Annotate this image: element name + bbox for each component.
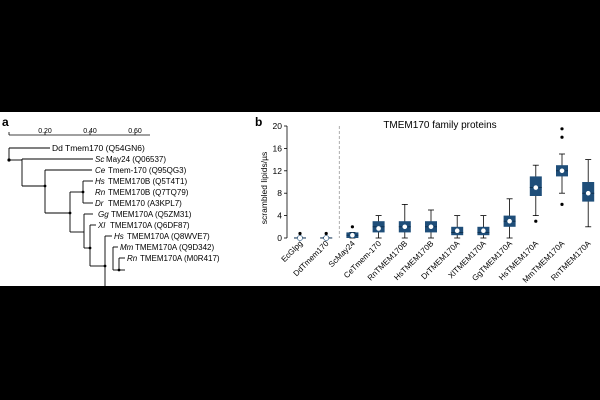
tree-leaf: Rn TMEM170A (M0R417) [127,254,220,263]
tree-leaf: Gg TMEM170A (Q5ZM31) [98,210,192,219]
leaf-name: Tmem170 (Q54GN6) [65,143,145,153]
mean-marker [559,167,565,174]
leaf-species: Gg [98,210,109,219]
box-DrTMEM170A [451,215,464,239]
leaf-species: Dr [95,199,104,208]
leaf-species: Hs [114,232,124,241]
mean-marker [375,225,382,232]
scale-tick-label: 0.40 [83,128,97,135]
leaf-species: Rn [95,188,106,197]
tree-leaf: Sc May24 (Q06537) [95,155,166,164]
outlier-point [560,202,564,206]
tree-leaf: Hs TMEM170B (Q5T4T1) [95,177,187,186]
leaf-name: TMEM170A (Q8WVE7) [127,232,210,241]
tree-leaf: Hs TMEM170A (Q8WVE7) [114,232,210,241]
leaf-name: TMEM170B (Q5T4T1) [108,177,187,186]
mean-marker [428,223,434,230]
box-HsTMEM170A [529,164,542,223]
mean-marker [506,218,513,225]
panel-a-letter: a [2,115,9,129]
box-GgTMEM170A [503,198,516,239]
mean-marker [480,227,487,234]
y-axis-label: scrambled lipids/µs [259,152,269,224]
leaf-name: Tmem-170 (Q95QG3) [108,166,187,175]
tree-leaf: Dd Tmem170 (Q54GN6) [52,143,145,153]
leaf-name: TMEM170A (Q5ZM31) [111,210,192,219]
box-MmTMEM170A [556,127,568,206]
leaf-species: Ce [95,166,106,175]
leaf-species: Sc [95,155,104,164]
leaf-name: May24 (Q06537) [106,155,166,164]
y-tick-label: 16 [273,143,283,153]
y-tick-label: 20 [273,121,283,131]
leaf-name: TMEM170 (A3KPL7) [108,199,182,208]
tree-leaf: Mm TMEM170A (Q9D342) [120,243,214,252]
outlier-point [298,231,302,236]
outlier-point [534,219,538,223]
tree-leaf: Rn TMEM170B (Q7TQ79) [95,188,189,197]
box-DdTmem170 [320,231,333,241]
mean-marker [401,223,408,230]
scale-tick-label: 0.60 [128,128,142,135]
mean-marker [585,190,592,197]
leaf-species: Xl [97,221,105,230]
y-tick-label: 8 [277,188,282,198]
tree-node-markers [7,158,121,272]
tree-leaf: Ce Tmem-170 (Q95QG3) [95,166,187,175]
box-RnTMEM170A [582,159,595,228]
box-RnTMEM170B [398,204,411,239]
panel-b-letter: b [255,115,262,129]
leaf-species: Hs [95,177,105,186]
y-axis: 0 4 8 12 16 20 [273,121,288,243]
leaf-species: Mm [120,243,134,252]
box-series [294,127,595,241]
box-plot-chart: b TMEM170 family proteins 0 4 8 12 16 20 scra… [255,115,595,285]
y-tick-label: 0 [277,233,282,243]
phylogenetic-tree: a 0.20 0.40 0.60 [2,115,220,286]
y-tick-label: 4 [277,211,282,221]
figure-panel: a 0.20 0.40 0.60 [0,112,600,286]
leaf-name: TMEM170B (Q7TQ79) [108,188,189,197]
box-EcGlpg [294,231,306,241]
mean-marker [349,232,356,239]
leaf-name: TMEM170A (Q9D342) [135,243,214,252]
box-XlTMEM170A [477,215,490,239]
mean-marker [323,235,330,241]
x-axis-labels: EcGlpgDdTmem170ScMay24CeTmem-170RnTMEM17… [279,239,593,285]
outlier-point [560,135,564,139]
mean-marker [297,235,303,241]
tree-scale-bar [8,132,150,136]
outlier-point [324,231,328,236]
box-ScMay24 [346,225,359,239]
leaf-name: TMEM170A (Q6DF87) [110,221,190,230]
y-tick-label: 12 [273,166,283,176]
tree-leaf: Dr TMEM170 (A3KPL7) [95,199,182,208]
box-HsTMEM170B [425,209,437,239]
outlier-point [350,225,354,229]
scale-tick-label: 0.20 [38,128,52,135]
x-tick-label: EcGlpg [279,239,304,264]
tree-leaf: Xl TMEM170A (Q6DF87) [97,221,190,230]
leaf-species: Dd [52,143,63,153]
mean-marker [532,184,539,191]
mean-marker [454,227,461,234]
leaf-species: Rn [127,254,138,263]
leaf-name: TMEM170A (M0R417) [140,254,220,263]
box-CeTmem-170 [372,215,385,239]
tree-branches [8,147,125,286]
outlier-point [560,127,564,131]
chart-title: TMEM170 family proteins [383,120,496,131]
